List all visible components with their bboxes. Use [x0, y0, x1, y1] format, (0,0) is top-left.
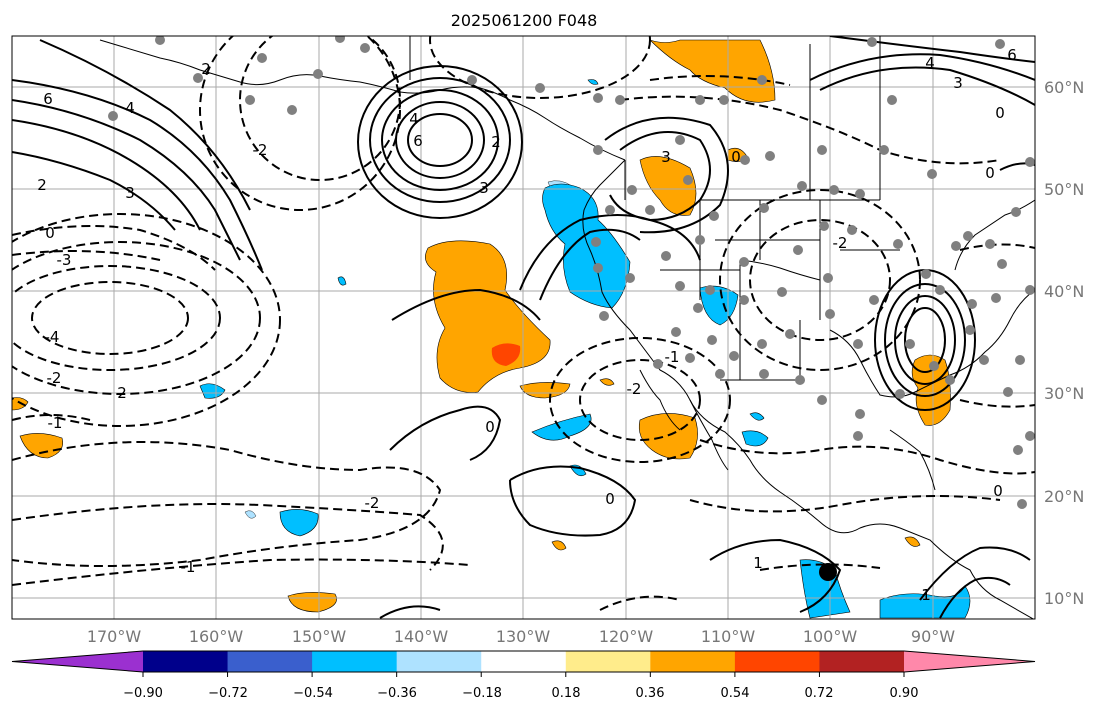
colorbar-tick-label: 0.18: [552, 686, 581, 701]
map-panel: [11, 35, 1036, 620]
lat-label-10n: 10°N: [1044, 589, 1084, 608]
contour-label: 0: [985, 164, 995, 182]
contour-label: -2: [47, 369, 62, 387]
contour-label: -1: [665, 348, 680, 366]
contour-label: 3: [125, 184, 135, 202]
colorbar: −0.90 −0.72 −0.54 −0.36 −0.18 0.18 0.36 …: [11, 650, 1036, 701]
colorbar-segment: [481, 651, 567, 672]
colorbar-segment: [565, 651, 651, 672]
contour-label: -2: [365, 494, 380, 512]
contour-label: 4: [125, 99, 135, 117]
contour-label: 1: [921, 586, 931, 604]
contour-label: -2: [253, 141, 268, 159]
colorbar-segment: [650, 651, 736, 672]
colorbar-segment: [734, 651, 820, 672]
colorbar-extend-high: [904, 651, 1035, 672]
map-frame: [11, 35, 1036, 620]
colorbar-tick-label: 0.36: [636, 686, 665, 701]
contour-label: 3: [953, 74, 963, 92]
colorbar-tick-label: −0.18: [462, 686, 502, 701]
contour-label: 0: [993, 482, 1003, 500]
colorbar-segment: [819, 651, 905, 672]
colorbar-tick-label: −0.72: [208, 686, 248, 701]
contour-label: 2: [37, 176, 47, 194]
lon-label-110w: 110°W: [701, 627, 756, 646]
graticule: [12, 36, 1035, 619]
colorbar-extend-low: [12, 651, 143, 672]
contour-label: 0: [485, 418, 495, 436]
colorbar-ticks: [142, 672, 905, 677]
contour-label: 4: [925, 54, 935, 72]
contour-label: -1: [48, 414, 63, 432]
latitude-labels: 60°N 50°N 40°N 30°N 20°N 10°N: [1044, 78, 1084, 608]
colorbar-segment: [396, 651, 482, 672]
colorbar-segment: [312, 651, 398, 672]
contour-label: -1: [181, 558, 196, 576]
contour-label: -4: [45, 328, 60, 346]
contour-label: 6: [413, 132, 423, 150]
contour-label: 0: [605, 490, 615, 508]
contour-label: -2: [627, 380, 642, 398]
contour-label: 0: [731, 148, 741, 166]
colorbar-tick-labels: −0.90 −0.72 −0.54 −0.36 −0.18 0.18 0.36 …: [123, 686, 918, 701]
colorbar-tick-label: −0.90: [123, 686, 163, 701]
lat-label-20n: 20°N: [1044, 487, 1084, 506]
dashed-contours: [12, 36, 1035, 611]
colorbar-tick-label: 0.90: [890, 686, 919, 701]
map-title: 2025061200 F048: [451, 11, 598, 30]
lon-label-120w: 120°W: [599, 627, 654, 646]
longitude-labels: 170°W 160°W 150°W 140°W 130°W 120°W 110°…: [87, 627, 955, 646]
contour-label: 1: [753, 554, 763, 572]
lon-label-170w: 170°W: [87, 627, 142, 646]
lat-label-50n: 50°N: [1044, 180, 1084, 199]
lat-label-30n: 30°N: [1044, 384, 1084, 403]
colorbar-tick-label: 0.72: [805, 686, 834, 701]
solid-contours: [12, 36, 1035, 619]
colorbar-segment: [143, 651, 229, 672]
lon-label-90w: 90°W: [911, 627, 955, 646]
contour-label: 6: [43, 90, 53, 108]
lon-label-150w: 150°W: [292, 627, 347, 646]
contour-label: 0: [995, 104, 1005, 122]
contour-label: 2: [201, 60, 211, 78]
contour-label: 4: [409, 110, 419, 128]
contour-label: 3: [661, 148, 671, 166]
colorbar-segment: [227, 651, 313, 672]
contour-labels: 6 4 2 3 0 -3 -4 -2 2 -1 4 6 3 2 4 6 3 0 …: [37, 46, 1017, 604]
contour-label: 2: [491, 133, 501, 151]
lon-label-100w: 100°W: [803, 627, 858, 646]
colorbar-segments: [11, 650, 1036, 673]
lon-label-130w: 130°W: [496, 627, 551, 646]
station-dots: [108, 36, 1035, 509]
lat-label-40n: 40°N: [1044, 282, 1084, 301]
contour-label: -2: [833, 234, 848, 252]
lon-label-140w: 140°W: [394, 627, 449, 646]
lon-label-160w: 160°W: [189, 627, 244, 646]
colorbar-tick-label: −0.54: [293, 686, 333, 701]
colorbar-tick-label: −0.36: [377, 686, 417, 701]
lat-label-60n: 60°N: [1044, 78, 1084, 97]
contour-label: -3: [57, 251, 72, 269]
contour-label: 3: [479, 179, 489, 197]
strong-positive-anomaly: [491, 343, 521, 366]
contour-label: 6: [1007, 46, 1017, 64]
colorbar-tick-label: 0.54: [721, 686, 750, 701]
contour-label: 2: [117, 384, 127, 402]
contour-label: 0: [45, 224, 55, 242]
storm-marker: [819, 563, 837, 581]
